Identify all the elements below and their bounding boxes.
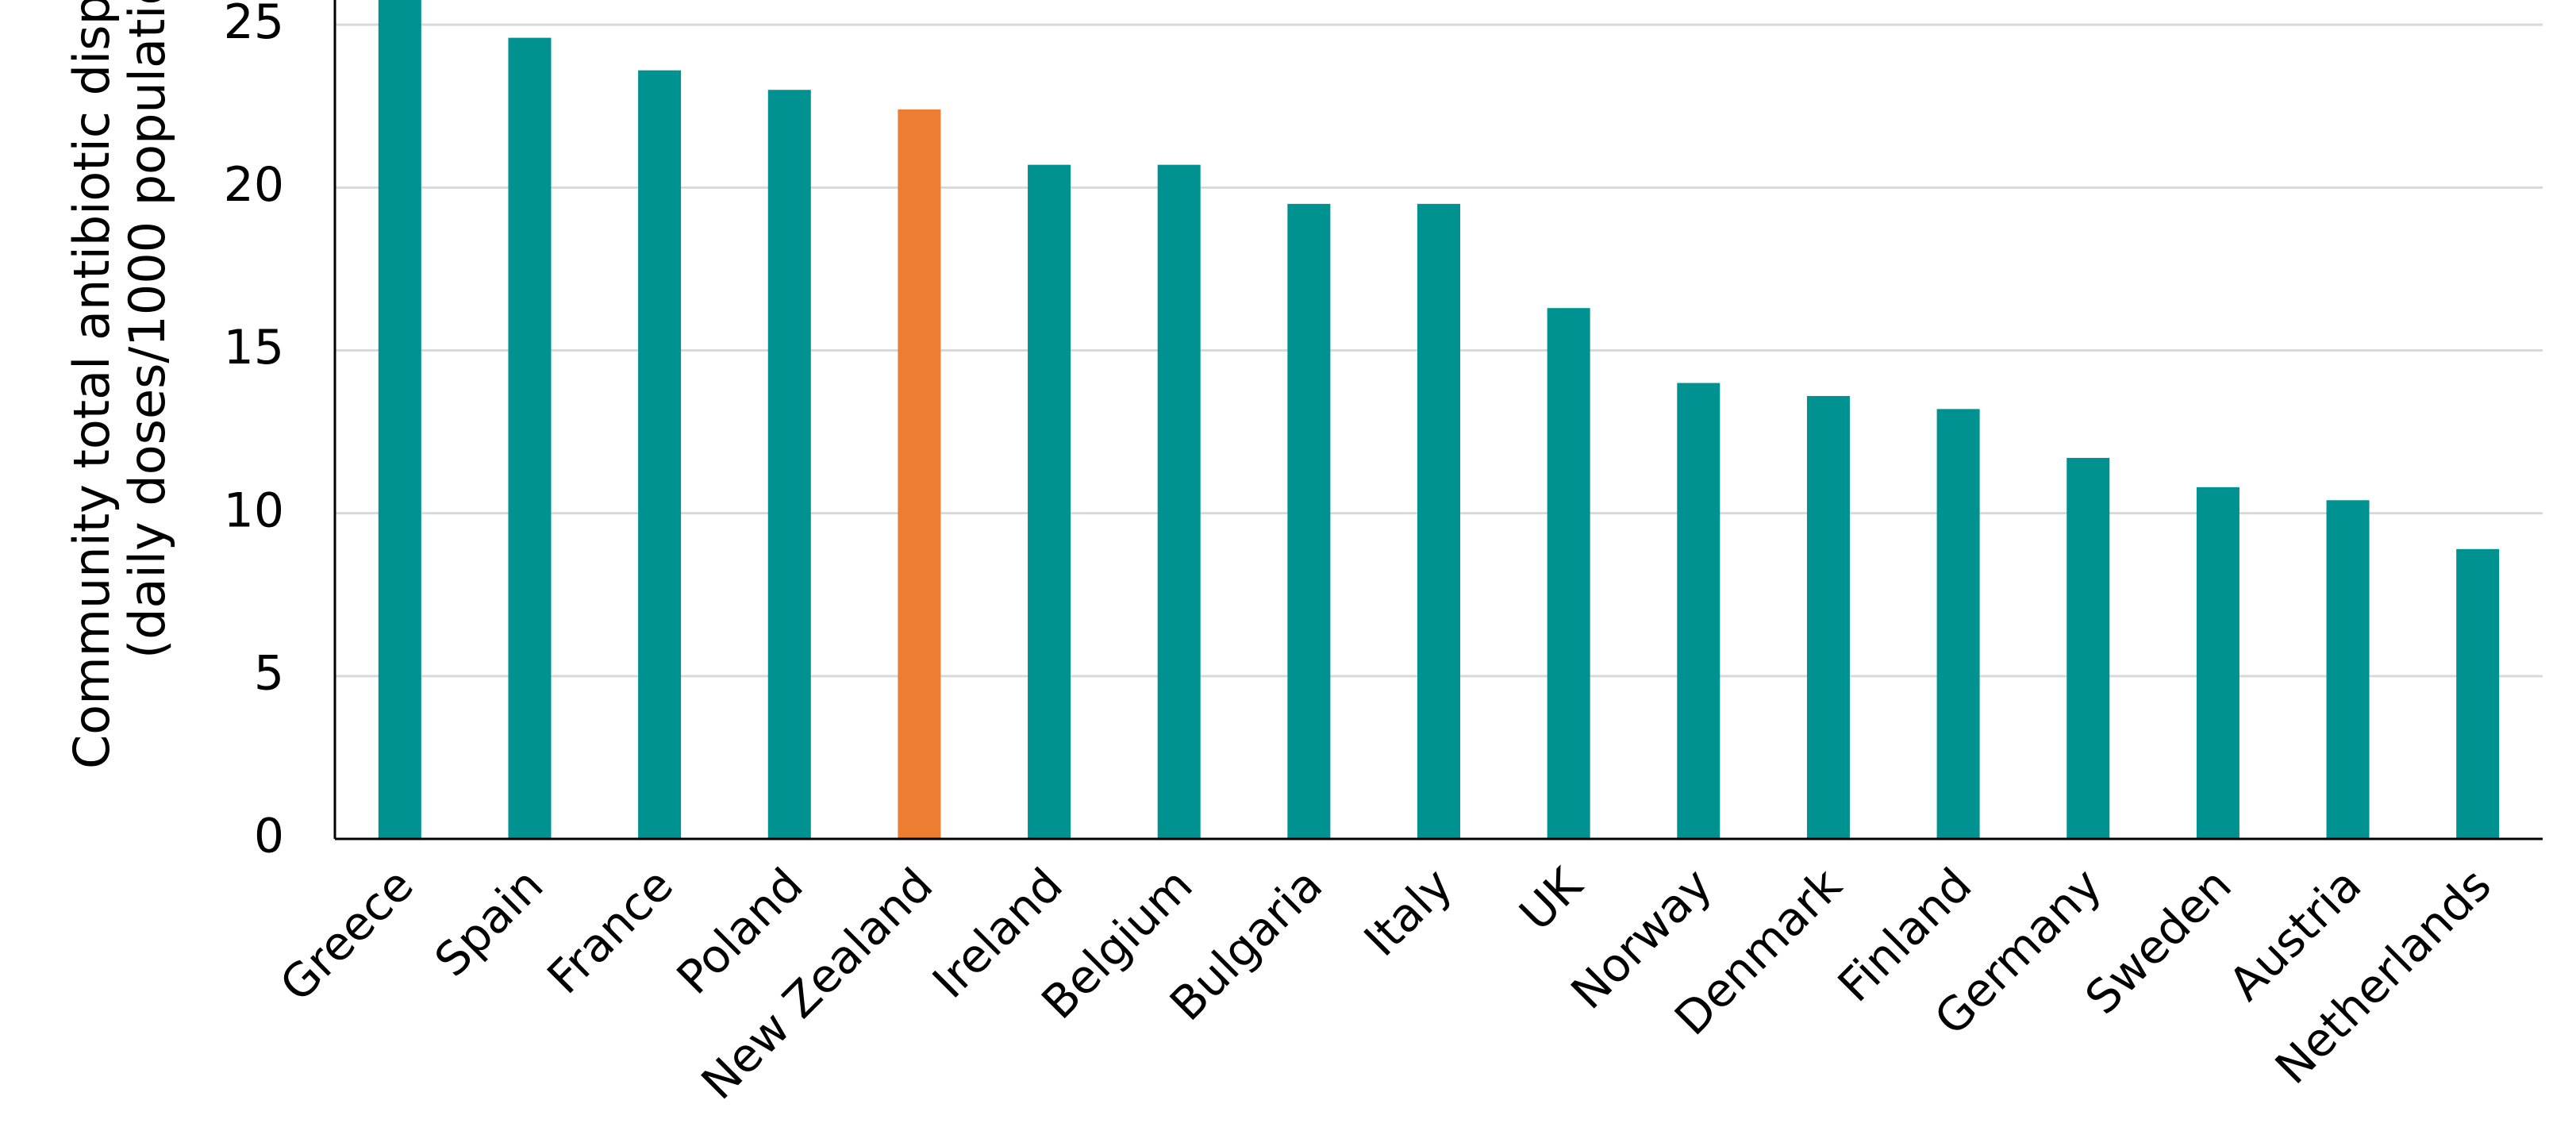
bar bbox=[1157, 164, 1201, 839]
bar-layer bbox=[378, 0, 2500, 840]
bar bbox=[1028, 164, 1071, 839]
bar bbox=[2456, 548, 2500, 839]
x-tick-label: France bbox=[537, 858, 683, 1004]
bar bbox=[1677, 383, 1721, 840]
y-axis-label: Community total antibiotic dispe bbox=[63, 0, 121, 769]
bar bbox=[638, 70, 682, 839]
bar bbox=[378, 0, 421, 839]
bar bbox=[1936, 409, 1980, 839]
y-tick-label: 25 bbox=[224, 0, 284, 50]
y-tick-label: 10 bbox=[224, 483, 284, 538]
bar bbox=[508, 37, 552, 839]
x-tick-label: Spain bbox=[425, 858, 554, 987]
y-tick-label: 0 bbox=[254, 809, 284, 864]
x-tick-label: New Zealand bbox=[691, 858, 944, 1110]
bar bbox=[2067, 457, 2110, 839]
bar bbox=[898, 109, 941, 839]
bar bbox=[1806, 395, 1850, 839]
x-tick-label: UK bbox=[1509, 856, 1594, 940]
bar bbox=[767, 90, 811, 839]
bar bbox=[1287, 203, 1331, 839]
x-tick-label: Greece bbox=[270, 858, 424, 1012]
y-axis-label: (daily doses/1000 populatio bbox=[118, 0, 176, 659]
bar bbox=[2196, 487, 2240, 839]
y-tick-label: 5 bbox=[254, 645, 284, 701]
bar bbox=[2326, 500, 2370, 839]
y-tick-label: 15 bbox=[224, 320, 284, 375]
x-tick-label: Italy bbox=[1354, 858, 1463, 967]
x-tick-label: Sweden bbox=[2075, 858, 2242, 1025]
bar bbox=[1417, 203, 1460, 839]
bar bbox=[1547, 308, 1590, 840]
y-tick-label: 20 bbox=[224, 157, 284, 213]
